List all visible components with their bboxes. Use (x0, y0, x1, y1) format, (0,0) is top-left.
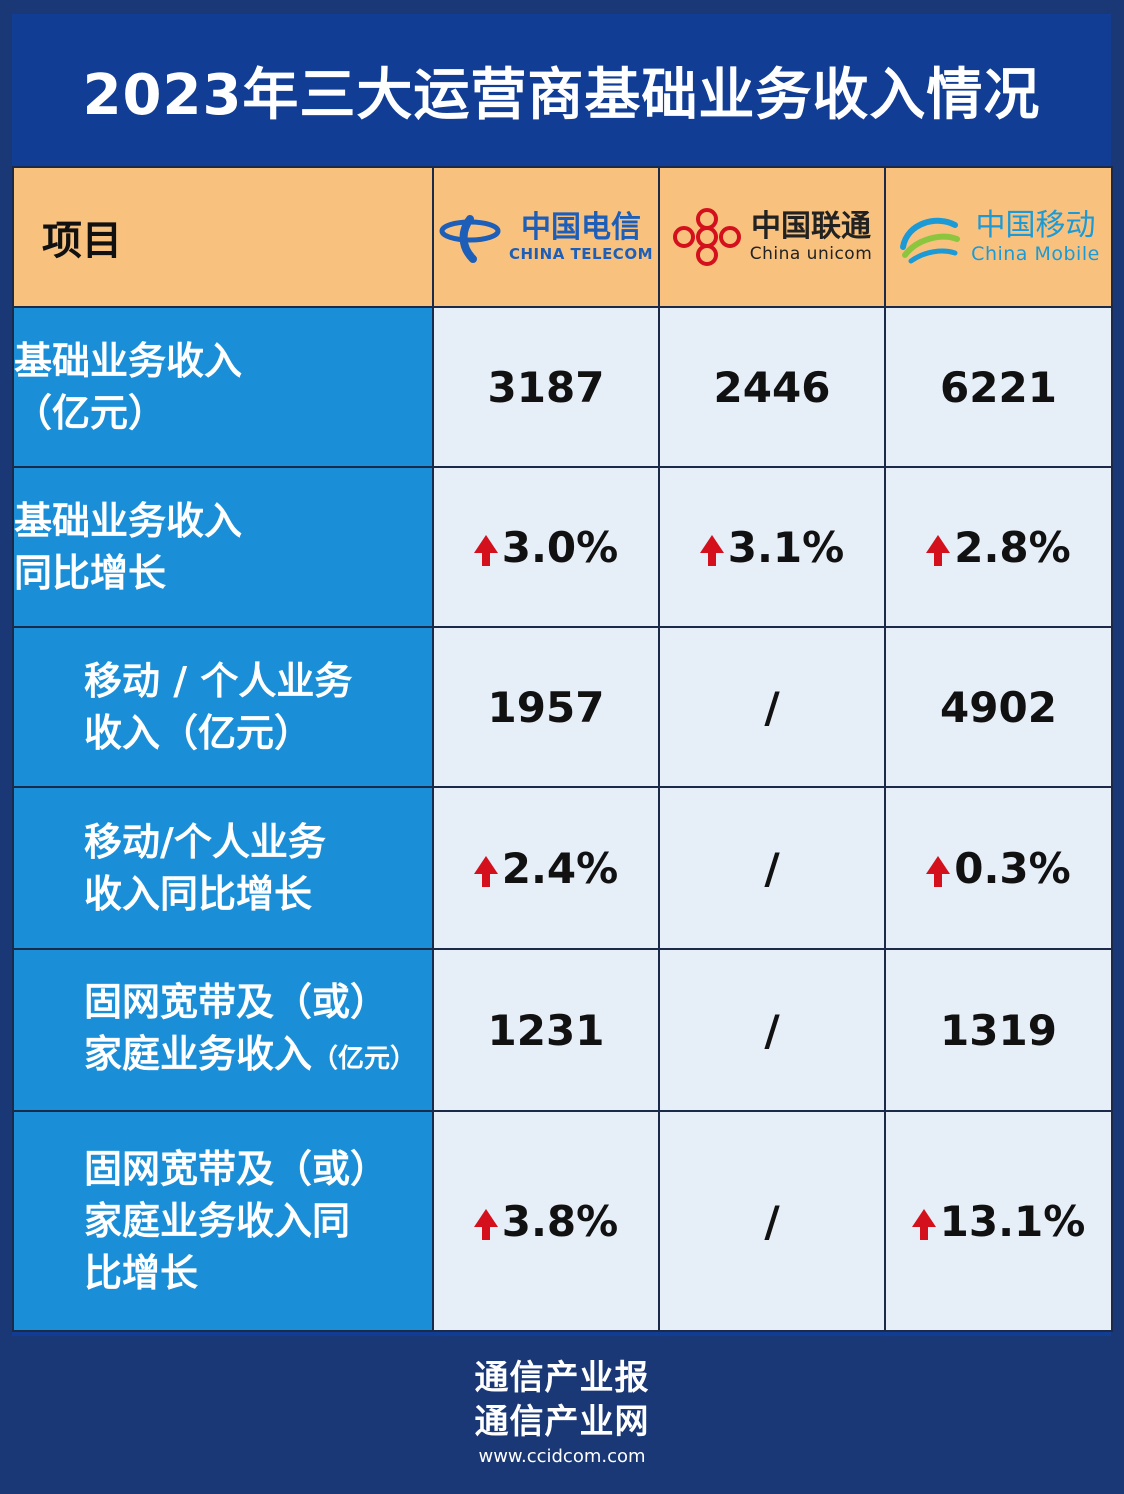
up-arrow-icon (699, 535, 724, 566)
china-mobile-logo-icon (900, 217, 961, 264)
mobile-value: 1319 (884, 948, 1113, 1112)
mobile-value: 6221 (884, 306, 1113, 468)
page-title: 2023年三大运营商基础业务收入情况 (82, 62, 1041, 128)
table-row: 固网宽带及（或） 家庭业务收入同 比增长 3.8% / 13.1% (12, 1110, 1113, 1332)
up-arrow-icon (473, 856, 498, 887)
telecom-value: 3.8% (432, 1110, 660, 1332)
row-label: 固网宽带及（或） 家庭业务收入（亿元） (12, 948, 434, 1112)
table-row: 基础业务收入 同比增长 3.0% 3.1% 2.8% (12, 466, 1113, 628)
table-row: 移动 / 个人业务 收入（亿元） 1957 / 4902 (12, 626, 1113, 788)
mobile-value: 13.1% (884, 1110, 1113, 1332)
mobile-value: 0.3% (884, 786, 1113, 950)
telecom-value: 3187 (432, 306, 660, 468)
row-label: 基础业务收入 （亿元） (12, 306, 434, 468)
china-unicom-logo: 中国联通 China unicom (660, 207, 884, 267)
unicom-value: 3.1% (658, 466, 886, 628)
china-mobile-logo: 中国移动 China Mobile (886, 209, 1111, 265)
up-arrow-icon (911, 1209, 936, 1240)
unicom-value: / (658, 948, 886, 1112)
unicom-value: / (658, 786, 886, 950)
table-row: 固网宽带及（或） 家庭业务收入（亿元） 1231 / 1319 (12, 948, 1113, 1112)
revenue-table: 项目 中国电信 CHINA TELECOM (12, 166, 1113, 1332)
row-label: 基础业务收入 同比增长 (12, 466, 434, 628)
china-telecom-logo: 中国电信 CHINA TELECOM (434, 211, 658, 263)
footer-line1: 通信产业报 (474, 1358, 650, 1398)
telecom-header: 中国电信 CHINA TELECOM (432, 166, 660, 308)
footer-brand: 通信产业报 通信产业网 www.ccidcom.com (0, 1356, 1124, 1470)
table-row: 移动/个人业务 收入同比增长 2.4% / 0.3% (12, 786, 1113, 950)
footer-url: www.ccidcom.com (478, 1446, 646, 1467)
china-unicom-logo-icon (672, 208, 741, 266)
up-arrow-icon (926, 535, 951, 566)
mobile-header: 中国移动 China Mobile (884, 166, 1113, 308)
row-label: 移动/个人业务 收入同比增长 (12, 786, 434, 950)
mobile-value: 4902 (884, 626, 1113, 788)
telecom-value: 2.4% (432, 786, 660, 950)
header-row: 项目 中国电信 CHINA TELECOM (12, 166, 1113, 308)
row-label: 移动 / 个人业务 收入（亿元） (12, 626, 434, 788)
row-label: 固网宽带及（或） 家庭业务收入同 比增长 (12, 1110, 434, 1332)
unicom-value: / (658, 626, 886, 788)
telecom-value: 3.0% (432, 466, 660, 628)
unicom-value: / (658, 1110, 886, 1332)
item-header: 项目 (12, 166, 434, 308)
unicom-header: 中国联通 China unicom (658, 166, 886, 308)
up-arrow-icon (473, 1209, 498, 1240)
up-arrow-icon (473, 535, 498, 566)
up-arrow-icon (926, 856, 951, 887)
telecom-value: 1231 (432, 948, 660, 1112)
mobile-value: 2.8% (884, 466, 1113, 628)
footer-line2: 通信产业网 (474, 1402, 650, 1442)
china-telecom-logo-icon (439, 215, 501, 263)
telecom-value: 1957 (432, 626, 660, 788)
table-row: 基础业务收入 （亿元） 3187 2446 6221 (12, 306, 1113, 468)
unicom-value: 2446 (658, 306, 886, 468)
